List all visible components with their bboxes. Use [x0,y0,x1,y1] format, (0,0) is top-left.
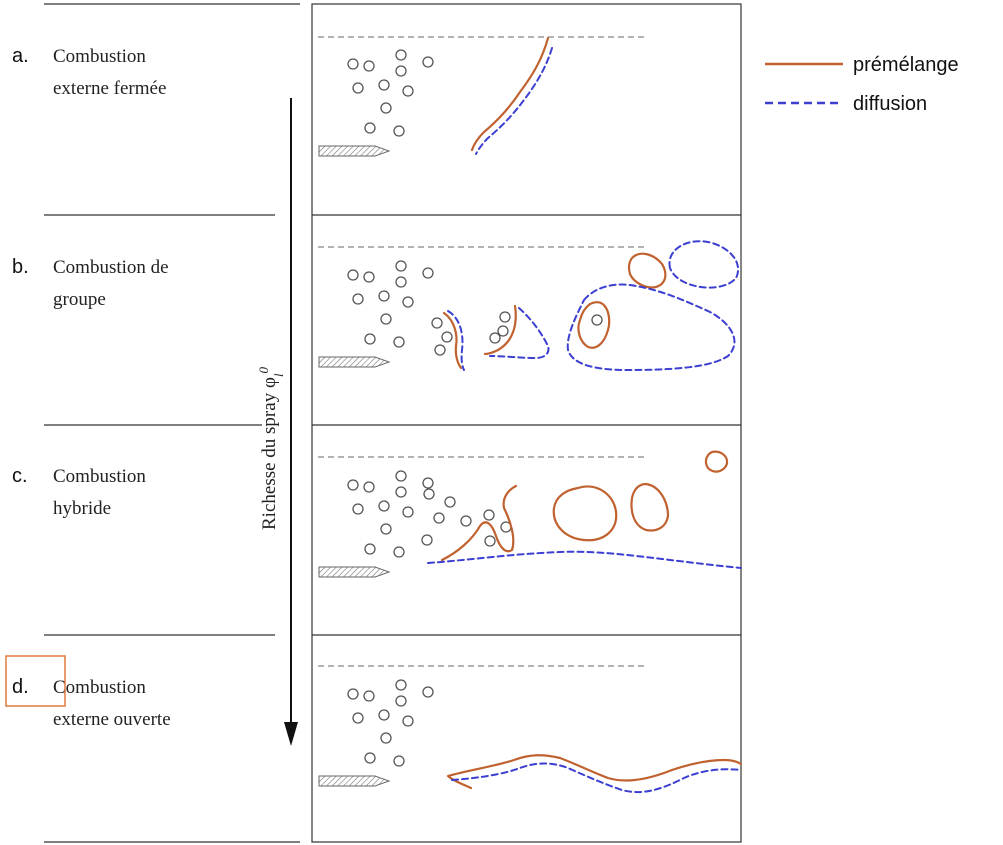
injector-nozzle [318,356,390,368]
regime-label-a: a. Combustion externe fermée [12,45,166,99]
diffusion-flame-front [451,762,742,794]
panel-b-scene [318,240,739,372]
regime-subtitle: externe ouverte [53,709,171,730]
premix-flame-front [442,311,463,370]
injector-nozzle [318,566,390,578]
regime-title: Combustion [53,466,146,487]
droplet-cluster [347,260,434,348]
regime-label-b: b. Combustion de groupe [12,256,169,310]
panel-c-scene [318,450,742,578]
premix-flame-front [483,304,517,356]
panel-d-scene [318,665,743,794]
regime-label-d: d. Combustion externe ouverte [12,676,171,730]
regime-letter: b. [12,256,29,278]
injector-nozzle [318,145,390,157]
regime-letter: a. [12,45,29,67]
diffusion-flame-front [566,283,736,372]
regime-label-c: c. Combustion hybride [12,465,146,519]
droplet-cluster [347,470,434,558]
regime-letter: d. [12,676,29,698]
regime-title: Combustion [53,677,146,698]
premix-flame-front [577,301,611,349]
regime-subtitle: groupe [53,289,106,310]
premix-flame-front [627,252,667,289]
arrow-head-icon [284,722,298,746]
premix-flame-front [440,484,518,562]
droplet-cluster [347,679,434,767]
legend-label-premix: prémélange [853,54,959,76]
premix-flame-front [704,450,729,473]
diffusion-flame-front [489,307,550,360]
diffusion-flame-front [447,310,465,371]
regime-subtitle: externe fermée [53,78,166,99]
legend: prémélange diffusion [765,54,959,115]
premix-flame-front [552,485,618,542]
diffusion-flame-front [668,240,739,289]
diffusion-flame-front [475,47,553,155]
panels-frame [311,3,742,843]
axis-label: Richesse du spray φl0 [256,366,286,530]
regime-title: Combustion de [53,257,169,278]
droplet-cluster [347,49,434,137]
premix-flame-front [446,754,743,790]
premix-flame-front [630,482,670,532]
legend-label-diffusion: diffusion [853,93,927,115]
panel-a-scene [318,36,646,157]
selection-highlight-box [5,655,66,707]
injector-nozzle [318,775,390,787]
regime-letter: c. [12,465,28,487]
regime-subtitle: hybride [53,498,111,519]
diffusion-flame-front [427,550,742,569]
regime-title: Combustion [53,46,146,67]
premix-flame-front [470,36,550,152]
richness-arrow [284,98,298,746]
